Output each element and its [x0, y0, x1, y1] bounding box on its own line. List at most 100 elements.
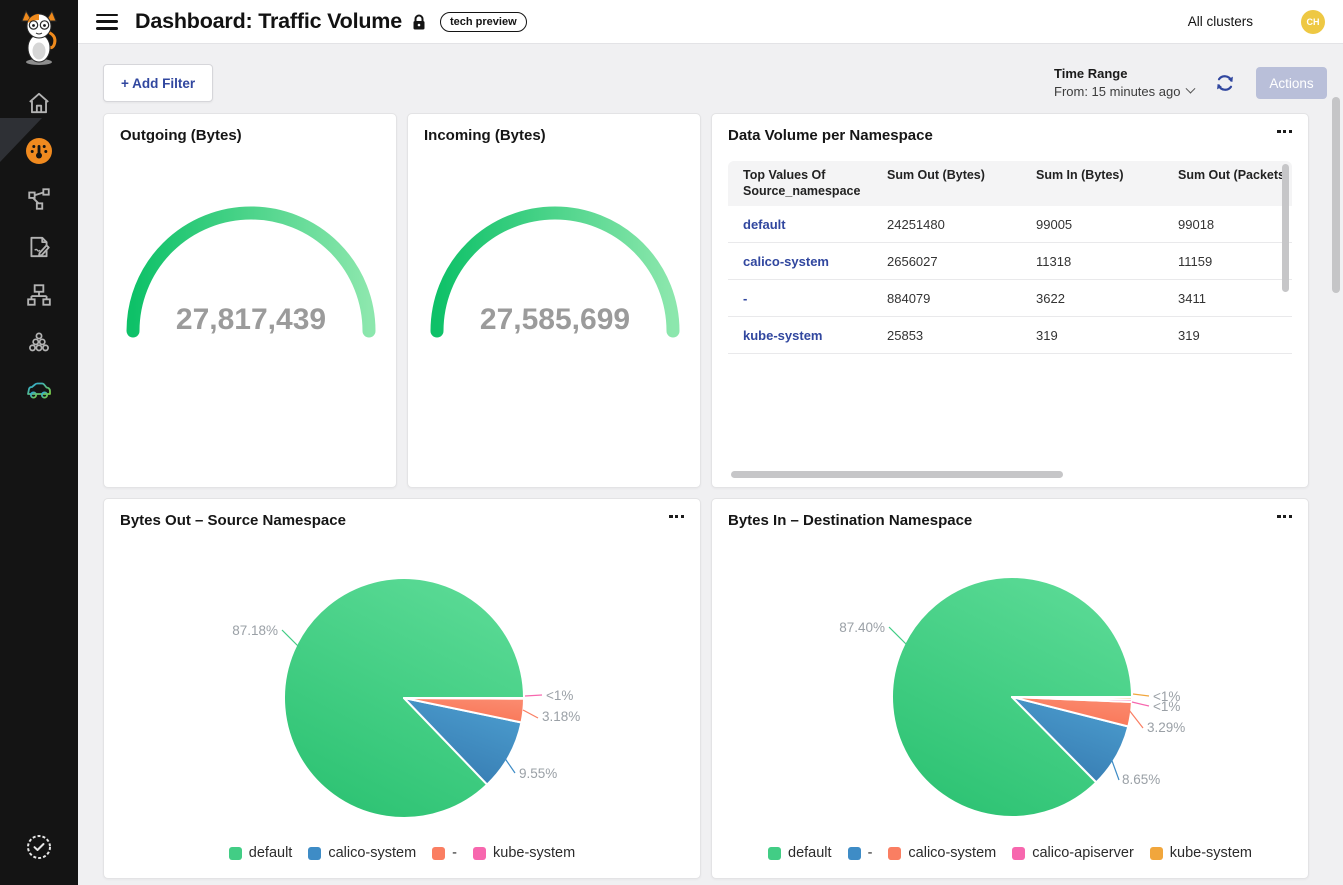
legend-label: calico-system [328, 845, 417, 861]
legend-swatch [308, 846, 322, 860]
sidebar-notch [0, 118, 42, 162]
legend-label: default [788, 845, 832, 861]
table-cell: 2656027 [887, 253, 938, 269]
sidebar-item-verified[interactable] [0, 833, 78, 861]
table-row: kube-system 25853 319 319 [728, 317, 1292, 354]
legend-label: calico-system [908, 845, 997, 861]
time-range-label: Time Range [1054, 66, 1128, 81]
bytes-out-pie-chart[interactable]: 87.18% <1% 3.18% 9.55% [104, 499, 700, 878]
sidebar-item-whisker[interactable] [0, 377, 78, 403]
table-cell: 11159 [1178, 253, 1213, 269]
calico-cat-logo[interactable] [0, 7, 78, 67]
refresh-button[interactable] [1214, 72, 1236, 94]
cluster-selector[interactable]: All clusters [1187, 14, 1253, 29]
page-title: Dashboard: Traffic Volume [135, 9, 402, 33]
actions-button[interactable]: Actions [1256, 67, 1327, 99]
pie-slice-kube-system[interactable] [403, 697, 526, 700]
pie-slice-label: <1% [546, 688, 573, 703]
pie-legend: default - calico-system calico-apiserver kub… [712, 845, 1308, 861]
bytes-in-pie-chart[interactable]: 87.40% <1%<1% 3.29% 8.65% [712, 499, 1308, 878]
dashboards-icon [26, 138, 52, 164]
table-cell: 24251480 [887, 216, 945, 232]
table-row: default 24251480 99005 99018 [728, 206, 1292, 243]
legend-label: - [867, 845, 873, 861]
table-cell: 884079 [887, 290, 931, 306]
sidebar-item-dashboards[interactable] [0, 137, 78, 165]
table-row: - 884079 3622 3411 [728, 280, 1292, 317]
page-scrollbar-thumb[interactable] [1332, 97, 1340, 293]
legend-swatch [847, 846, 861, 860]
card-title: Bytes Out – Source Namespace [120, 512, 346, 529]
sidebar-item-network[interactable] [0, 282, 78, 308]
legend-label: default [248, 845, 293, 861]
sidebar-item-logs[interactable] [0, 234, 78, 260]
table-cell: 319 [1178, 327, 1200, 343]
car-icon [27, 382, 51, 399]
pie-slice-label: <1% [1153, 699, 1180, 714]
time-range-value[interactable]: From: 15 minutes ago [1054, 83, 1196, 99]
sidebar-item-service-graph[interactable] [0, 186, 78, 212]
incoming-gauge: 27,585,699 [430, 206, 680, 338]
pie-label-leader [503, 756, 516, 774]
namespace-link[interactable]: calico-system [743, 253, 829, 269]
legend-item-kube-system[interactable]: kube-system [1149, 845, 1252, 861]
legend-swatch [432, 846, 446, 860]
menu-toggle-icon[interactable] [96, 13, 118, 30]
pie-label-leader [281, 629, 302, 650]
legend-label: kube-system [493, 845, 576, 861]
pie-label-leader [522, 709, 539, 719]
service-graph-icon [28, 188, 50, 210]
table-cell: 319 [1036, 327, 1058, 343]
pie-label-leader [1132, 693, 1150, 697]
column-header[interactable]: Sum In (Bytes) [1036, 168, 1124, 182]
legend-swatch [473, 846, 486, 860]
legend-item-calico-system[interactable]: calico-system [888, 845, 996, 861]
pie-label-leader [1128, 709, 1144, 729]
column-header[interactable]: Top Values Of Source_namespace [743, 168, 861, 198]
column-header[interactable]: Sum Out (Packets) [1178, 168, 1290, 182]
user-avatar[interactable]: CH [1301, 9, 1325, 34]
pie-slice-kube-system[interactable] [1011, 696, 1134, 701]
legend-swatch [228, 846, 242, 860]
legend-swatch [1149, 846, 1163, 860]
pie-slice-label: 3.29% [1147, 720, 1185, 735]
table-row: calico-system 2656027 11318 11159 [728, 243, 1292, 280]
table-cell: 99005 [1036, 216, 1073, 232]
legend-item--[interactable]: - [432, 845, 457, 861]
sidebar-item-clusters[interactable] [0, 330, 78, 356]
card-data-volume-table: Data Volume per Namespace Top Values Of … [711, 113, 1309, 488]
card-outgoing-bytes: 27,817,439 Outgoing (Bytes) [103, 113, 397, 488]
namespace-link[interactable]: default [743, 216, 786, 232]
time-range-widget: Time Range From: 15 minutes ago [1054, 66, 1196, 99]
namespace-table: Top Values Of Source_namespace Sum Out (B… [728, 161, 1292, 461]
legend-label: calico-apiserver [1032, 845, 1134, 861]
card-menu-icon[interactable] [1277, 515, 1292, 519]
pie-slice-label: 87.40% [839, 620, 885, 635]
card-title: Data Volume per Namespace [728, 127, 933, 144]
legend-item-default[interactable]: default [228, 845, 293, 861]
pie-slice-label: <1% [1153, 689, 1180, 704]
card-menu-icon[interactable] [1277, 130, 1292, 134]
namespace-link[interactable]: - [743, 290, 748, 306]
add-filter-button[interactable]: + Add Filter [103, 64, 214, 102]
table-vertical-scrollbar[interactable] [1282, 164, 1289, 292]
refresh-icon [1217, 75, 1233, 91]
legend-item-default[interactable]: default [768, 845, 832, 861]
card-bytes-out-pie: 87.18% <1% 3.18% 9.55% Bytes Out – Source N… [103, 498, 701, 879]
legend-item-calico-system[interactable]: calico-system [308, 845, 416, 861]
legend-item-calico-apiserver[interactable]: calico-apiserver [1012, 845, 1134, 861]
column-header[interactable]: Sum Out (Bytes) [887, 168, 985, 182]
legend-item--[interactable]: - [847, 845, 873, 861]
outgoing-gauge-value: 27,817,439 [176, 303, 326, 336]
chevron-down-icon [1186, 83, 1196, 94]
namespace-link[interactable]: kube-system [743, 327, 823, 343]
lock-icon [413, 14, 425, 30]
table-horizontal-scrollbar[interactable] [731, 471, 1063, 478]
clusters-icon [29, 332, 49, 352]
pie-slice-label: 8.65% [1122, 772, 1160, 787]
sidebar-item-home[interactable] [0, 90, 78, 116]
legend-item-kube-system[interactable]: kube-system [473, 845, 575, 861]
card-menu-icon[interactable] [669, 515, 684, 519]
card-bytes-in-pie: 87.40% <1% <1% 3.29% 8.65% Bytes In – Destin… [711, 498, 1309, 879]
card-title: Incoming (Bytes) [424, 127, 546, 144]
